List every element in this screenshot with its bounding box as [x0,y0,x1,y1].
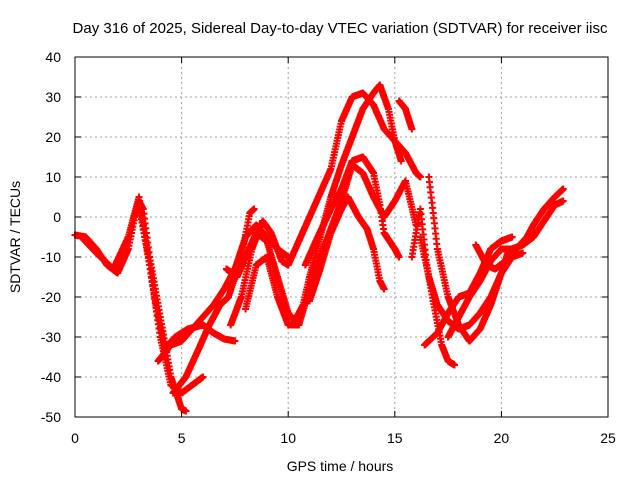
y-tick-label: 0 [53,209,61,225]
y-tick-label: 30 [45,89,61,105]
y-axis-label: SDTVAR / TECUs [7,181,23,293]
x-tick-label: 20 [494,430,510,446]
y-tick-label: -50 [41,409,61,425]
y-tick-label: 20 [45,129,61,145]
series-points [154,221,292,365]
x-axis-label: GPS time / hours [287,458,394,474]
series-points [306,193,388,305]
chart-title: Day 316 of 2025, Sidereal Day-to-day VTE… [73,20,608,37]
series-track-4 [154,221,292,365]
series-track-9 [301,153,403,269]
series-points [472,185,567,273]
series-track-10 [306,193,388,305]
plot-frame [74,56,609,418]
x-tick-label: 25 [600,430,616,446]
series-points [301,153,403,269]
x-tick-label: 10 [280,430,296,446]
series-points [227,89,424,329]
y-tick-label: 10 [45,169,61,185]
y-tick-label: -20 [41,289,61,305]
y-tick-label: -10 [41,249,61,265]
x-tick-label: 15 [387,430,403,446]
x-tick-label: 0 [71,430,79,446]
x-tick-label: 5 [178,430,186,446]
series-track-17 [472,185,567,273]
series-points [395,97,416,133]
data-marks [71,81,567,415]
y-tick-label: -30 [41,329,61,345]
axis-ticks: 0 5 10 15 20 25 -50 -40 -30 -20 -10 0 10 20 30 40 [41,49,616,446]
series-track-11 [395,97,416,133]
y-tick-label: 40 [45,49,61,65]
series-track-7 [227,89,424,329]
y-tick-label: -40 [41,369,61,385]
